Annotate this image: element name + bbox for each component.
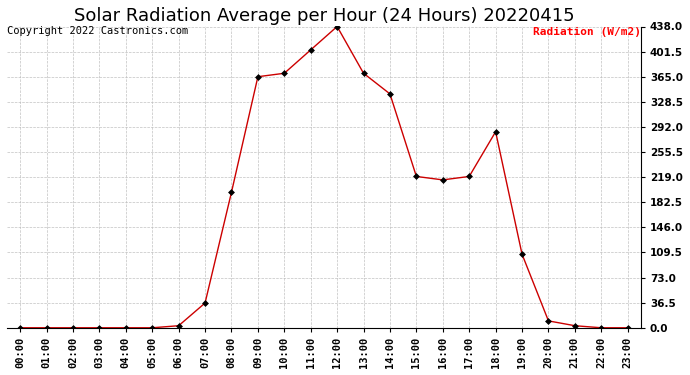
Text: Radiation (W/m2): Radiation (W/m2) — [533, 27, 641, 36]
Text: Copyright 2022 Castronics.com: Copyright 2022 Castronics.com — [7, 27, 188, 36]
Title: Solar Radiation Average per Hour (24 Hours) 20220415: Solar Radiation Average per Hour (24 Hou… — [74, 7, 574, 25]
